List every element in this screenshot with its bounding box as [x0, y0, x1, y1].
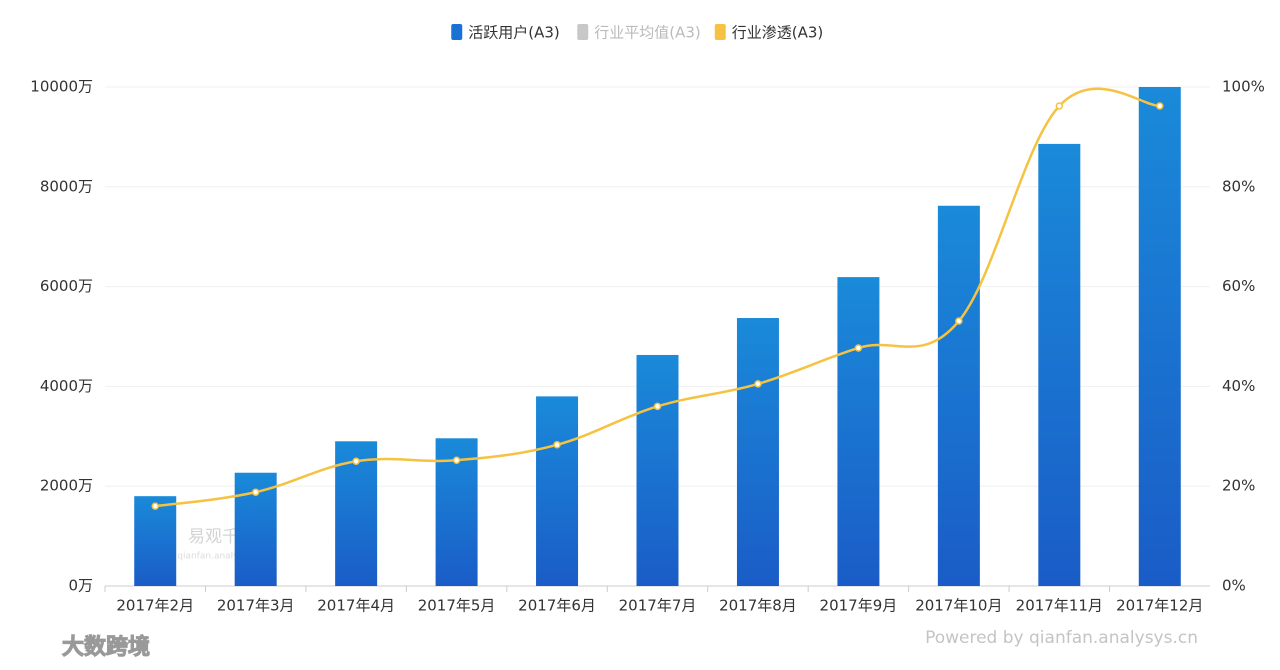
y2-tick-label: 40% — [1222, 377, 1255, 395]
legend-label: 行业平均值(A3) — [594, 24, 701, 42]
point — [553, 441, 561, 449]
legend-label: 活跃用户(A3) — [468, 24, 560, 42]
point — [653, 402, 662, 411]
powered-by: Powered by qianfan.analysys.cn — [925, 628, 1198, 648]
x-tick-label: 2017年6月 — [518, 597, 596, 615]
point — [1055, 102, 1064, 110]
legend-swatch — [577, 24, 589, 40]
watermark-url: qianfan.analysys.cn — [177, 552, 266, 562]
point — [754, 380, 762, 388]
bar — [536, 396, 579, 586]
y-tick-label: 4000万 — [40, 377, 93, 395]
bar — [937, 205, 980, 586]
x-tick-label: 2017年5月 — [418, 597, 496, 615]
point — [955, 317, 963, 325]
bar — [736, 318, 779, 586]
y-tick-label: 0万 — [68, 577, 93, 595]
x-tick-label: 2017年2月 — [116, 597, 194, 615]
point — [251, 488, 260, 496]
bar — [1038, 143, 1081, 587]
x-tick-label: 2017年3月 — [217, 597, 295, 615]
y2-tick-label: 60% — [1222, 277, 1255, 295]
y2-tick-label: 80% — [1222, 177, 1255, 195]
y2-tick-label: 100% — [1222, 78, 1265, 96]
bar — [1138, 87, 1181, 586]
brand: 大数跨境 — [62, 634, 150, 660]
x-tick-label: 2017年12月 — [1116, 597, 1203, 615]
bar — [837, 277, 880, 586]
y-tick-label: 6000万 — [40, 277, 93, 295]
x-tick-label: 2017年9月 — [820, 597, 898, 615]
legend-swatch — [451, 24, 463, 40]
legend-swatch — [714, 24, 726, 40]
y-tick-label: 2000万 — [40, 477, 93, 495]
y2-tick-label: 20% — [1222, 477, 1255, 495]
x-tick-label: 2017年11月 — [1016, 597, 1103, 615]
point — [1156, 102, 1164, 110]
bar — [636, 354, 679, 586]
point — [854, 344, 863, 352]
point — [352, 457, 360, 465]
x-tick-label: 2017年4月 — [317, 597, 395, 615]
y2-tick-label: 0% — [1222, 577, 1246, 595]
y-tick-label: 10000万 — [30, 78, 93, 96]
legend-label: 行业渗透(A3) — [732, 24, 824, 42]
y-tick-label: 8000万 — [40, 177, 93, 195]
point — [452, 456, 461, 465]
line — [155, 87, 1160, 508]
point — [151, 502, 159, 510]
bar — [134, 496, 177, 586]
x-tick-label: 2017年10月 — [915, 597, 1002, 615]
x-tick-label: 2017年7月 — [619, 597, 697, 615]
x-tick-label: 2017年8月 — [719, 597, 797, 615]
